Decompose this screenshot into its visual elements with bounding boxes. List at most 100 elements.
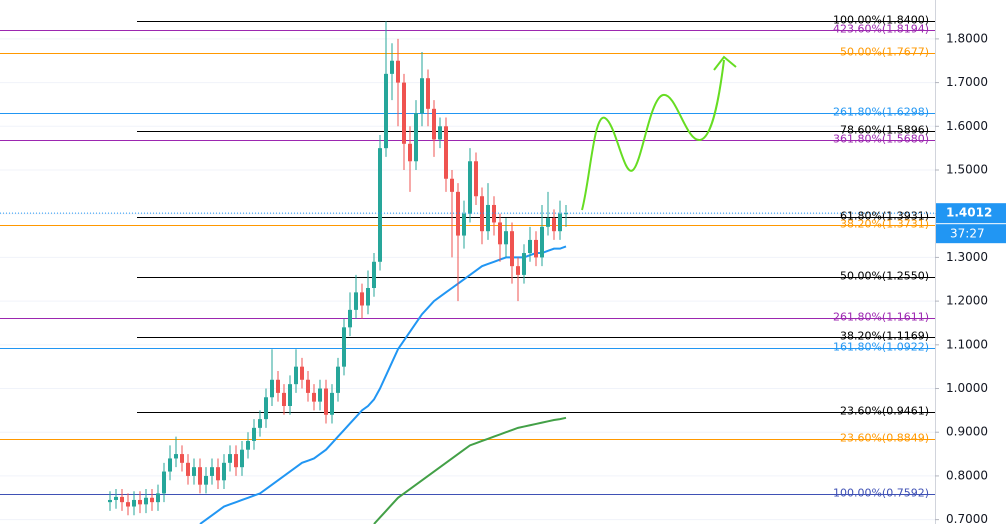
fib-label: 23.60%(0.8849) xyxy=(840,432,929,445)
y-tick-label: 1.5000 xyxy=(946,163,988,177)
fib-label: 50.00%(1.7677) xyxy=(840,46,929,59)
y-tick-label: 1.7000 xyxy=(946,75,988,89)
last-price-box xyxy=(936,203,1006,224)
candle-body xyxy=(318,388,322,402)
candle-body xyxy=(216,467,220,481)
candle-body xyxy=(120,496,124,503)
candle-body xyxy=(204,475,208,485)
y-tick-label: 1.1000 xyxy=(946,337,988,351)
candle-body xyxy=(186,462,190,476)
timer-label: 37:27 xyxy=(950,227,985,241)
candle-body xyxy=(168,458,172,472)
y-tick-label: 1.0000 xyxy=(946,381,988,395)
candle-body xyxy=(492,204,496,223)
fib-label: 78.60%(1.5896) xyxy=(840,124,929,137)
candle-body xyxy=(360,292,364,306)
candle-body xyxy=(468,161,472,214)
candle-body xyxy=(114,496,118,500)
candle-body xyxy=(504,231,508,245)
fib-label: 50.00%(1.2550) xyxy=(840,270,929,283)
candle-body xyxy=(294,366,298,385)
last-price-label: 1.4012 xyxy=(946,206,992,220)
candle-body xyxy=(480,196,484,232)
candle-body xyxy=(354,292,358,310)
price-axis: 0.7000 0.8000 0.9000 1.0000 1.1000 1.2000 1.30… xyxy=(0,31,1006,524)
fib-levels: 100.00%(1.8400)423.60%(1.8194) 50.00%(1.7… xyxy=(0,14,935,500)
candle-body xyxy=(528,239,532,254)
candle-body xyxy=(288,384,292,407)
candle-body xyxy=(330,392,334,415)
candle-body xyxy=(546,218,550,227)
candle-body xyxy=(372,261,376,289)
candle-body xyxy=(258,419,262,428)
candle-body xyxy=(138,499,142,505)
fib-label: 38.20%(1.1169) xyxy=(840,330,929,343)
candle-body xyxy=(348,309,352,328)
candle-body xyxy=(126,502,130,507)
fib-label: 261.80%(1.6298) xyxy=(833,106,929,119)
candle-body xyxy=(192,467,196,476)
fib-label: 100.00%(0.7592) xyxy=(833,487,929,500)
candle-body xyxy=(282,392,286,407)
candle-body xyxy=(534,239,538,258)
candle-body xyxy=(228,454,232,463)
candle-body xyxy=(438,126,442,140)
candle-body xyxy=(180,454,184,463)
candle-body xyxy=(444,126,448,179)
candle-body xyxy=(252,427,256,441)
candle-body xyxy=(336,366,340,393)
candle-body xyxy=(300,366,304,380)
candle-body xyxy=(276,379,280,393)
candle-body xyxy=(156,493,160,503)
y-tick-label: 1.2000 xyxy=(946,294,988,308)
fib-label: 261.80%(1.1611) xyxy=(833,311,929,324)
candle-body xyxy=(150,497,154,503)
y-tick-label: 1.3000 xyxy=(946,250,988,264)
candle-body xyxy=(390,60,394,74)
candle-body xyxy=(378,148,382,262)
fib-label: 423.60%(1.8194) xyxy=(833,23,929,36)
moving-average xyxy=(373,416,567,524)
candle-body xyxy=(210,467,214,476)
candle-body xyxy=(384,73,388,149)
candle-body xyxy=(522,253,526,275)
candle-body xyxy=(498,222,502,245)
candle-body xyxy=(162,471,166,494)
candle-body xyxy=(108,499,112,503)
candle-body xyxy=(456,191,460,236)
candle-body xyxy=(516,266,520,275)
candle-body xyxy=(552,218,556,232)
fib-label: 100.00%(1.8400) xyxy=(833,14,929,27)
candle-body xyxy=(450,178,454,192)
candle-body xyxy=(540,226,544,258)
candle-body xyxy=(222,462,226,481)
candle-body xyxy=(234,454,238,468)
candle-body xyxy=(306,379,310,393)
candle-body xyxy=(474,161,478,197)
candle-body xyxy=(270,379,274,398)
candle-body xyxy=(324,388,328,415)
fib-label: 161.80%(1.0922) xyxy=(833,341,929,354)
moving-average xyxy=(199,245,567,524)
candle-body xyxy=(396,60,400,83)
candle-body xyxy=(144,497,148,505)
fib-label: 23.60%(0.9461) xyxy=(840,405,929,418)
y-tick-label: 0.8000 xyxy=(946,468,988,482)
timer-box xyxy=(936,224,1006,244)
fib-label: 38.20%(1.3731) xyxy=(840,218,929,231)
candle-body xyxy=(240,449,244,468)
candle-body xyxy=(342,327,346,367)
candle-body xyxy=(312,392,316,402)
candle-body xyxy=(402,82,406,144)
candle-body xyxy=(420,78,424,114)
candle-body xyxy=(564,213,568,215)
moving-averages xyxy=(199,245,567,524)
grid xyxy=(0,38,935,521)
candle-body xyxy=(432,108,436,140)
candle-body xyxy=(366,288,370,306)
candle-body xyxy=(510,231,514,267)
candles xyxy=(108,21,568,516)
candle-body xyxy=(132,499,136,507)
candle-body xyxy=(462,213,466,236)
